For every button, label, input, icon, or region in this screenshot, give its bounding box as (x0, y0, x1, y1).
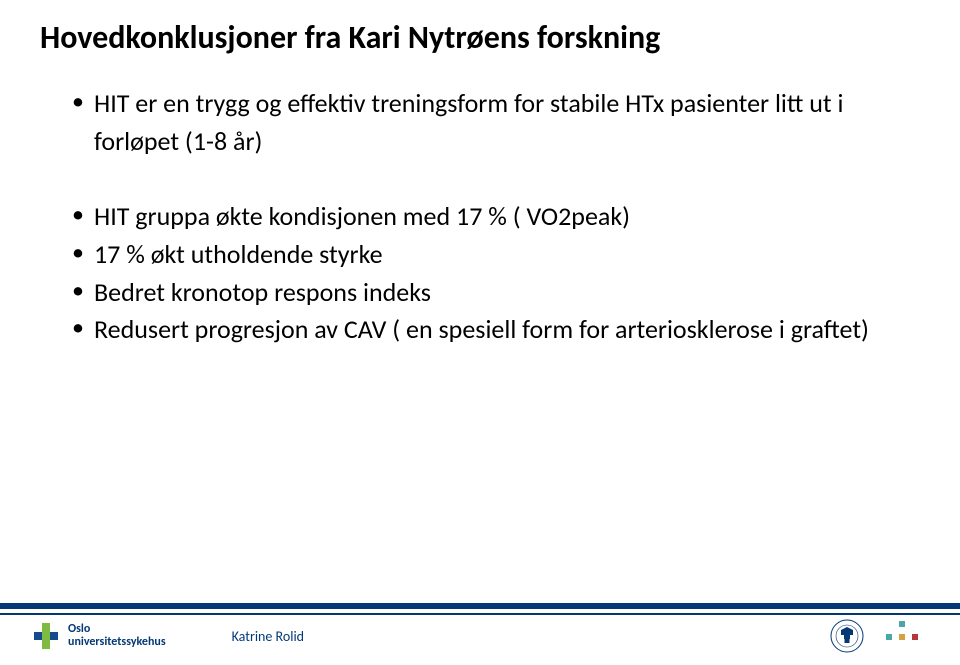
bullet-item: Bedret kronotop respons indeks (72, 274, 920, 312)
slide-footer: Oslo universitetssykehus Katrine Rolid (0, 603, 960, 665)
right-logo-group (830, 619, 926, 653)
bullet-item: Redusert progresjon av CAV ( en spesiell… (72, 311, 920, 349)
presenter-name: Katrine Rolid (232, 628, 304, 645)
footer-divider-thin (0, 613, 960, 615)
logo-text: Oslo universitetssykehus (68, 623, 166, 649)
slide-content: Hovedkonklusjoner fra Kari Nytrøens fors… (0, 0, 960, 349)
bullet-item: HIT gruppa økte kondisjonen med 17 % ( V… (72, 198, 920, 236)
cross-icon (34, 623, 58, 649)
footer-content: Oslo universitetssykehus Katrine Rolid (0, 619, 960, 653)
slide-title: Hovedkonklusjoner fra Kari Nytrøens fors… (40, 18, 920, 57)
footer-divider-thick (0, 603, 960, 609)
bullet-list: HIT gruppa økte kondisjonen med 17 % ( V… (40, 198, 920, 349)
logo-line-2: universitetssykehus (68, 636, 166, 649)
hospital-logo: Oslo universitetssykehus Katrine Rolid (34, 623, 304, 649)
dot-cluster-icon (886, 621, 926, 651)
bullet-list: HIT er en trygg og effektiv treningsform… (40, 85, 920, 160)
bullet-item: 17 % økt utholdende styrke (72, 236, 920, 274)
university-seal-icon (830, 619, 864, 653)
spacer (40, 160, 920, 198)
bullet-item: HIT er en trygg og effektiv treningsform… (72, 85, 920, 160)
